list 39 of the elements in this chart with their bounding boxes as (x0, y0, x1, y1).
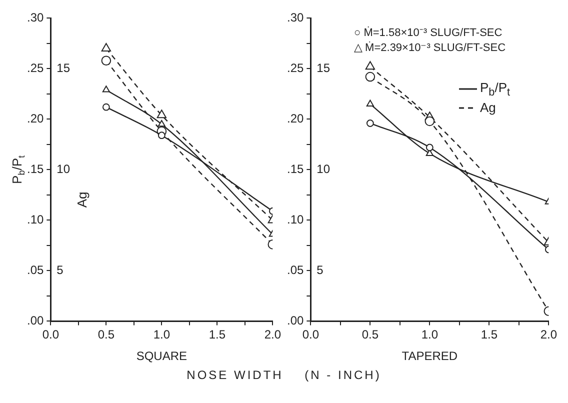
y-tick-label: .00 (286, 314, 304, 328)
y2-tick-label: 10 (56, 162, 70, 176)
x-axis-title: TAPERED (402, 349, 458, 364)
y-tick-label: .10 (286, 212, 304, 227)
y2-axis-title: Ag (74, 192, 90, 208)
annotation: Ag (480, 100, 496, 115)
y2-tick-label: 10 (316, 162, 330, 176)
y-tick-label: .15 (26, 162, 44, 176)
y-tick-label: .30 (26, 10, 44, 25)
x-tick-label: 0.5 (362, 328, 379, 342)
y2-tick-label: 5 (316, 263, 324, 278)
x-tick-label: 1.5 (208, 328, 226, 342)
text: NOSE WIDTH (N - INCH) (186, 368, 382, 382)
x-tick-label: 1.5 (480, 328, 498, 342)
y2-tick-label: 5 (56, 263, 64, 278)
y-tick-label: .05 (26, 263, 44, 278)
x-tick-label: 0.5 (98, 328, 115, 342)
y2-tick-label: 15 (56, 61, 70, 76)
y2-tick-label: 15 (316, 61, 330, 76)
x-tick-label: 1.0 (421, 328, 438, 342)
annotation: P$_{b}$/P$_{t}$ (480, 80, 510, 99)
x-axis-title: SQUARE (136, 349, 188, 364)
x-tick-label: 2.0 (264, 328, 282, 342)
y-tick-label: .25 (286, 61, 304, 76)
x-tick-label: 0.0 (302, 328, 320, 342)
y-tick-label: .20 (26, 112, 44, 126)
y-tick-label: .25 (26, 61, 44, 76)
annotation: △ Ṁ=2.39×10⁻³ SLUG/FT-SEC (354, 41, 506, 54)
y-tick-label: .15 (286, 162, 304, 176)
y-tick-label: .00 (26, 314, 44, 328)
y-tick-label: .10 (26, 212, 44, 227)
x-tick-label: 2.0 (540, 328, 558, 342)
y-tick-label: .05 (286, 263, 304, 278)
y-tick-label: .20 (286, 112, 304, 126)
x-tick-label: 0.0 (42, 328, 60, 342)
y-axis-title: Pb/Pt (10, 154, 26, 184)
x-tick-label: 1.0 (153, 328, 170, 342)
y-tick-label: .30 (286, 10, 304, 25)
annotation: ○ Ṁ=1.58×10⁻³ SLUG/FT-SEC (354, 26, 502, 39)
